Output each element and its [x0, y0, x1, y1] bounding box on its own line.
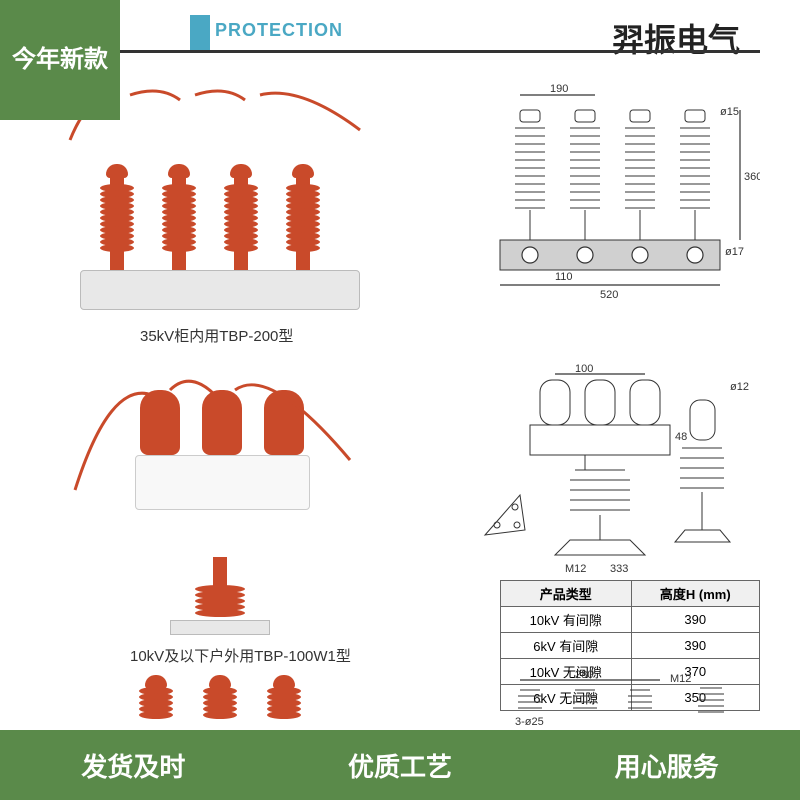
- dim-label: M12: [565, 563, 586, 575]
- dim-label: ø17: [725, 246, 744, 258]
- insulator: [286, 164, 320, 270]
- header-accent-block: [190, 15, 210, 50]
- table-row: 6kV 有间隙390: [501, 633, 760, 659]
- header-underline: [120, 50, 760, 53]
- dim-label: 520: [600, 289, 618, 301]
- product2-label: 10kV及以下户外用TBP-100W1型: [130, 645, 351, 666]
- dim-label: 100: [575, 363, 593, 375]
- badge-text: 今年新款: [12, 46, 108, 75]
- bottom-left: 发货及时: [81, 747, 185, 784]
- diagram3: 280 M12 3-ø25: [500, 670, 760, 730]
- dim-label: 110: [555, 271, 573, 283]
- bottom-center: 优质工艺: [348, 747, 452, 784]
- insulator: [100, 164, 134, 270]
- product3-row: [80, 675, 360, 735]
- product1-image: [60, 90, 380, 320]
- dim-label: M12: [670, 673, 691, 685]
- product2-bottom-insulator: [195, 557, 245, 620]
- dim-label: 48: [675, 431, 687, 443]
- insulator: [139, 675, 173, 735]
- col-header: 高度H (mm): [631, 581, 759, 607]
- col-header: 产品类型: [501, 581, 632, 607]
- table-header-row: 产品类型 高度H (mm): [501, 581, 760, 607]
- diagram2: 100 ø12 48 M12 333: [480, 360, 760, 580]
- product1-insulators: [100, 164, 320, 270]
- dim-label: 3-ø25: [515, 716, 544, 728]
- insulator: [224, 164, 258, 270]
- diagram1: 520 190 ø15 360 ø17 110: [460, 80, 760, 320]
- content-area: 35kV柜内用TBP-200型: [0, 60, 800, 730]
- dim-label: 360: [744, 171, 760, 183]
- bottom-right: 用心服务: [615, 747, 719, 784]
- table-row: 10kV 有间隙390: [501, 607, 760, 633]
- dim-label: 190: [550, 83, 568, 95]
- insulator: [267, 675, 301, 735]
- header-protection-label: PROTECTION: [215, 20, 343, 41]
- product2-mount: [170, 620, 270, 635]
- product1-base: [80, 270, 360, 310]
- header-title: 羿振电气: [612, 15, 740, 61]
- bottom-bar: 发货及时 优质工艺 用心服务: [0, 730, 800, 800]
- product2-wires: [70, 360, 370, 510]
- dim-label: ø15: [720, 106, 739, 118]
- insulator: [162, 164, 196, 270]
- product2-image: [80, 360, 360, 640]
- dim-label: ø12: [730, 381, 749, 393]
- new-style-badge: 今年新款: [0, 0, 120, 120]
- dim-label: 333: [610, 563, 628, 575]
- dim-label: 280: [575, 670, 593, 681]
- product1-label: 35kV柜内用TBP-200型: [140, 325, 293, 346]
- header: PROTECTION 羿振电气: [0, 15, 800, 55]
- insulator: [203, 675, 237, 735]
